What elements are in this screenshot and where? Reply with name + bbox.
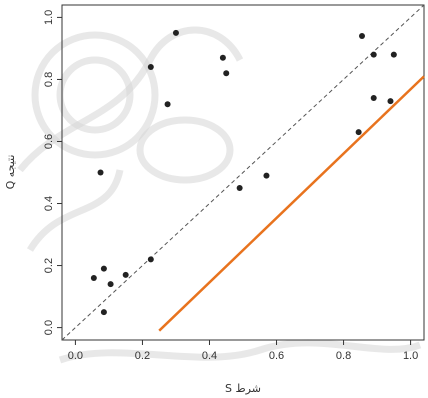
x-tick-label: 0.2 [135,350,150,362]
data-point [97,169,104,176]
x-axis-ticks: 0.0 0.2 0.4 0.6 0.8 1.0 [68,340,418,362]
data-point [358,33,365,40]
data-point [100,309,107,316]
data-points [90,29,397,316]
data-point [147,64,154,71]
y-axis-ticks: 0.0 0.2 0.4 0.6 0.8 1.0 [43,10,62,335]
data-point [236,185,243,192]
data-point [355,129,362,136]
y-tick-label: 0.4 [43,196,55,211]
data-point [263,172,270,179]
data-point [147,256,154,263]
y-tick-label: 0.2 [43,258,55,273]
x-tick-label: 0.4 [202,350,217,362]
data-point [100,265,107,272]
x-tick-label: 0.0 [68,350,83,362]
x-axis-label: S شرط [225,382,261,395]
data-point [219,54,226,61]
x-tick-label: 1.0 [403,350,418,362]
reference-diagonal-line [61,4,425,341]
x-tick-label: 0.8 [336,350,351,362]
threshold-line [158,75,425,332]
watermark-ornament [17,26,422,364]
data-point [172,29,179,36]
plot-frame [61,4,425,341]
data-point [122,271,129,278]
y-tick-label: 1.0 [43,10,55,25]
y-axis-label: Q نتیجه [4,155,17,190]
data-point [107,281,114,288]
data-point [390,51,397,58]
data-point [223,70,230,77]
data-point [387,98,394,105]
y-tick-label: 0.0 [43,320,55,335]
data-point [370,51,377,58]
y-tick-label: 0.8 [43,72,55,87]
y-tick-label: 0.6 [43,134,55,149]
data-point [164,101,171,108]
x-tick-label: 0.6 [269,350,284,362]
data-point [90,274,97,281]
data-point [370,95,377,102]
